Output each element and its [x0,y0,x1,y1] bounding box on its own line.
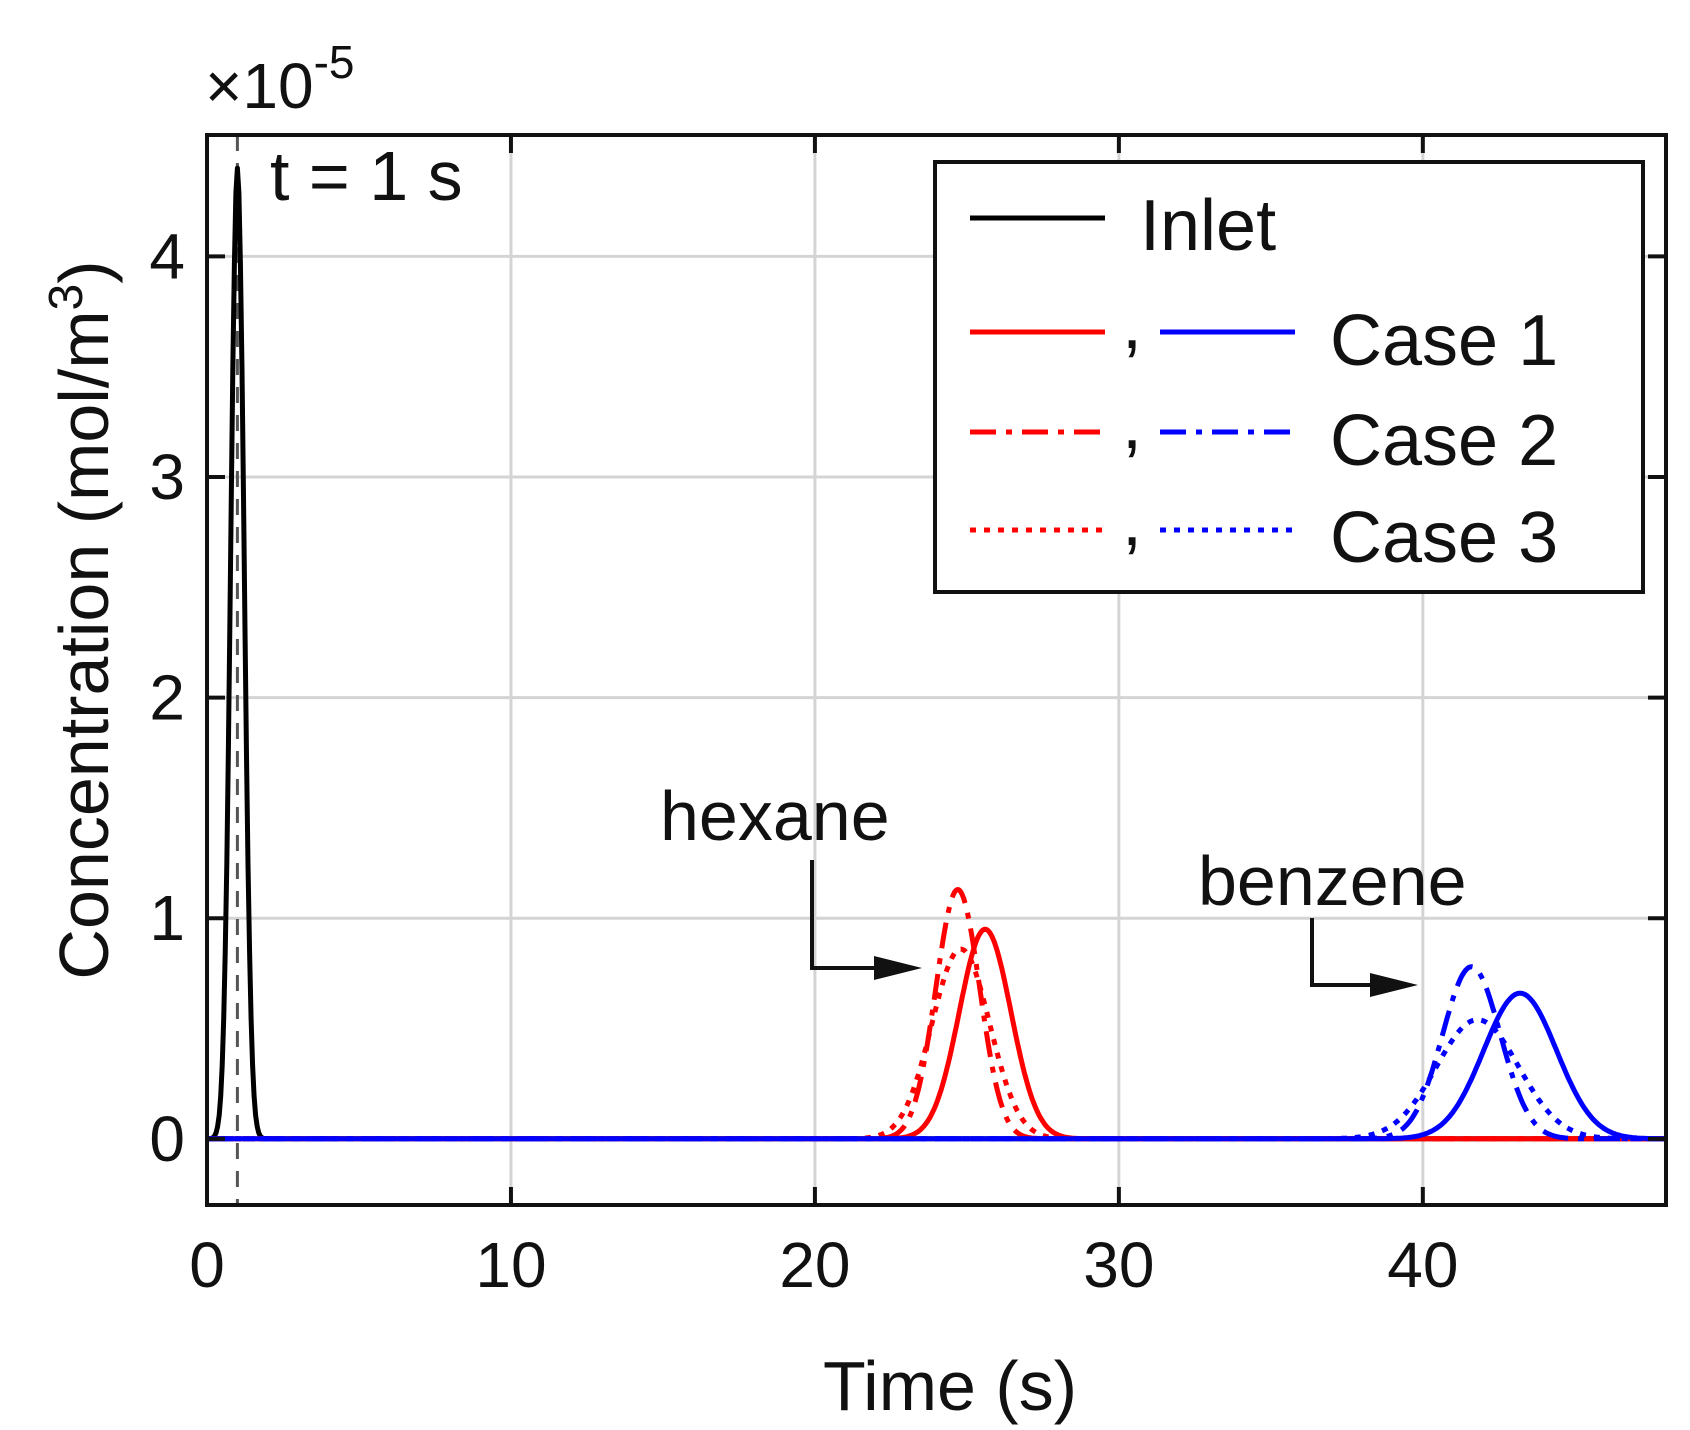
annotation-arrows [810,860,1418,997]
legend-label-case-1: Case 1 [1330,301,1558,381]
y-tick-label-1: 1 [149,882,185,954]
y-scale-prefix: ×10 [205,50,314,122]
y-tick-label-3: 3 [149,441,185,513]
x-axis-label: Time (s) [823,1347,1077,1425]
y-scale-factor: ×10-5 [205,36,354,122]
plot-frame [205,133,1668,1207]
y-scale-exponent: -5 [314,36,355,88]
y-tick-label-0: 0 [149,1103,185,1175]
legend: Inlet Case 1 Case 2 Case 3 , , , [933,160,1645,594]
axis-ticks: 0 10 20 30 40 0 1 2 3 4 [149,135,1666,1301]
legend-label-case-3: Case 3 [1330,498,1558,578]
series-lines [206,165,1667,1142]
benzene-annotation: benzene [1198,842,1467,920]
hexane-arrow-head [874,956,922,980]
benzene-arrow-head [1370,973,1418,997]
y-axis-label-main: Concentration (mol/m [45,310,123,979]
x-tick-label-10: 10 [475,1229,546,1301]
x-tick-label-30: 30 [1083,1229,1154,1301]
legend-sample-lines [970,215,1295,533]
legend-separator-case-2: , [1122,384,1142,464]
series-line-benzene-case-3 [206,1017,1667,1142]
benzene-arrow-leader [1310,918,1382,987]
x-tick-label-40: 40 [1387,1229,1458,1301]
y-axis-label-close: ) [45,260,123,283]
series-line-hexane-case-2 [206,887,1667,1142]
hexane-arrow-leader [810,860,886,970]
y-tick-label-2: 2 [149,662,185,734]
inject-time-annotation: t = 1 s [270,137,463,215]
y-tick-label-4: 4 [149,220,185,292]
y-axis-label-superscript: 3 [40,284,93,311]
x-tick-label-0: 0 [189,1229,225,1301]
hexane-annotation: hexane [660,777,890,855]
legend-label-inlet: Inlet [1140,186,1276,266]
legend-label-case-2: Case 2 [1330,401,1558,481]
x-tick-label-20: 20 [779,1229,850,1301]
legend-box [933,160,1645,594]
y-axis-label: Concentration (mol/m3) [40,260,123,979]
legend-separator-case-1: , [1122,284,1142,364]
legend-separator-case-3: , [1122,481,1142,561]
